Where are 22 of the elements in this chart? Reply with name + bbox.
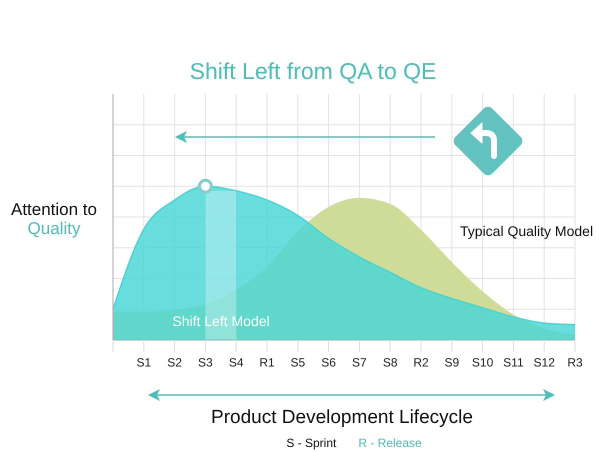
x-tick-label: R3 — [567, 356, 583, 370]
x-tick-label: S9 — [444, 356, 460, 370]
x-axis-title: Product Development Lifecycle — [210, 406, 474, 430]
x-tick-label: S11 — [503, 356, 524, 370]
series-label: Typical Quality Model — [460, 222, 594, 240]
text: S - Sprint — [286, 435, 336, 451]
x-tick-label: R1 — [259, 356, 275, 370]
series-label: Shift Left Model — [171, 312, 271, 330]
x-tick-label: S1 — [136, 356, 152, 370]
x-tick-label: S10 — [472, 356, 494, 370]
chart-title: Shift Left from QA to QE — [188, 57, 438, 85]
text: R - Release — [358, 435, 422, 451]
x-tick-label: S8 — [382, 356, 398, 370]
x-tick-label: R2 — [413, 356, 429, 370]
x-tick-label: S4 — [228, 356, 244, 370]
x-tick-label: S2 — [167, 356, 182, 370]
y-axis-title: Attention to Quality — [10, 200, 98, 238]
x-tick-label: S6 — [321, 356, 336, 370]
x-tick-label: S3 — [198, 356, 214, 370]
x-tick-label: S5 — [290, 356, 306, 370]
x-tick-label: S12 — [534, 356, 556, 370]
x-tick-label: S7 — [352, 356, 368, 370]
